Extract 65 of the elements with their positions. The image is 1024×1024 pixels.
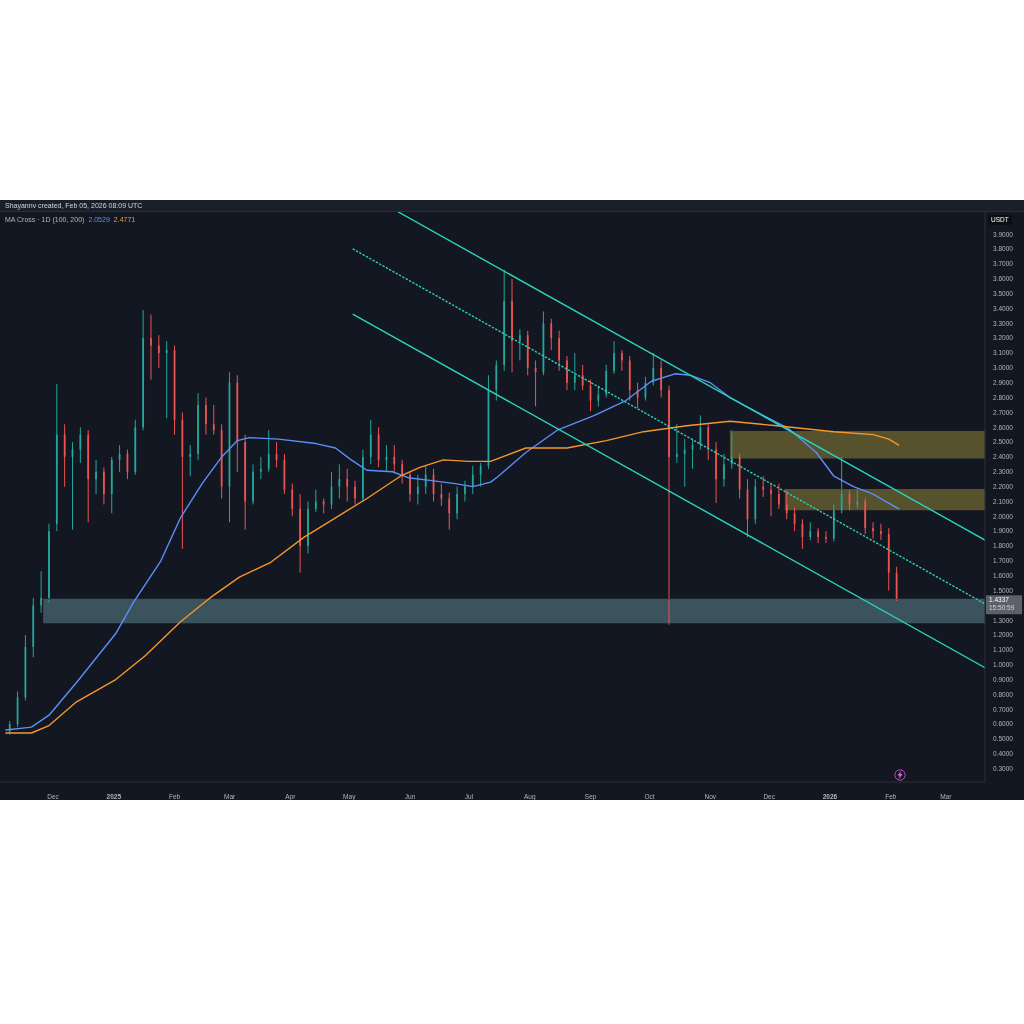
candlestick — [872, 521, 874, 540]
candlestick — [777, 483, 780, 510]
candlestick — [291, 483, 294, 517]
candlestick — [762, 475, 765, 498]
candlestick — [613, 340, 615, 375]
candlestick — [856, 487, 859, 510]
candlestick — [189, 444, 192, 477]
candlestick — [157, 334, 160, 369]
candlestick — [770, 483, 772, 517]
candlestick — [511, 278, 513, 373]
candlestick — [205, 397, 207, 436]
candlestick — [723, 453, 725, 488]
candlestick — [259, 456, 262, 480]
candlestick — [424, 465, 427, 495]
candlestick — [518, 328, 521, 361]
candlestick — [558, 330, 560, 372]
candlestick — [346, 468, 349, 502]
candlestick — [550, 318, 553, 351]
candlestick — [40, 570, 42, 614]
candlestick — [369, 419, 372, 465]
candlestick — [142, 309, 145, 431]
candlestick — [314, 489, 317, 513]
candlestick — [675, 423, 678, 464]
candlestick — [785, 489, 788, 520]
candlestick — [683, 438, 686, 488]
candlestick — [299, 493, 301, 574]
candlestick — [165, 340, 168, 419]
candlestick — [307, 500, 309, 554]
candlestick — [95, 459, 97, 495]
candlestick — [479, 462, 482, 488]
candlestick — [252, 463, 254, 505]
candlestick — [464, 480, 466, 502]
candlestick — [730, 429, 733, 470]
candlestick — [48, 523, 50, 603]
candlestick — [566, 355, 568, 391]
candlestick — [825, 530, 827, 544]
candlestick — [401, 459, 404, 485]
candlestick — [63, 423, 66, 488]
candlestick — [416, 474, 419, 505]
candlestick — [573, 352, 576, 391]
candlestick — [840, 456, 843, 514]
candlestick — [448, 492, 451, 531]
candlestick — [103, 466, 105, 505]
candlestick — [668, 385, 670, 626]
candlestick — [817, 527, 819, 544]
candlestick — [456, 486, 458, 520]
candlestick — [471, 465, 474, 495]
candlestick — [880, 523, 882, 541]
candlestick — [715, 441, 717, 504]
candlestick — [621, 349, 623, 372]
candlestick — [605, 364, 608, 399]
candlestick — [581, 364, 584, 391]
candlestick — [393, 444, 396, 473]
candlestick — [660, 359, 663, 399]
candlestick — [267, 429, 270, 473]
candlestick — [409, 471, 411, 502]
candlestick — [79, 426, 82, 464]
candlestick — [197, 392, 199, 461]
candlestick — [354, 480, 356, 505]
candlestick — [338, 463, 341, 499]
candlestick — [652, 352, 655, 387]
candlestick — [150, 313, 152, 381]
candlestick — [707, 423, 710, 461]
candlestick — [212, 404, 215, 436]
candlestick — [362, 449, 364, 502]
